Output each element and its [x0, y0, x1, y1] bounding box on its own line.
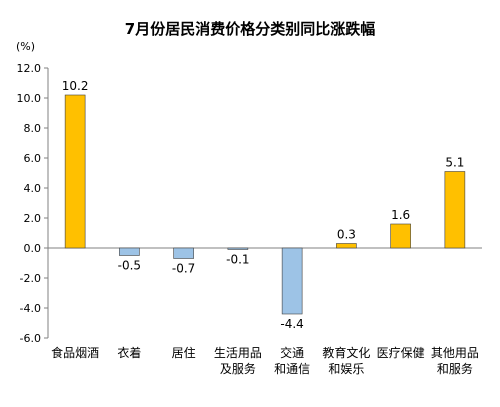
x-tick-label: 衣着 [117, 345, 141, 360]
x-tick-label: 教育文化 [322, 345, 370, 360]
x-tick-label: 和娱乐 [328, 362, 364, 376]
bar [390, 223, 411, 249]
bar [336, 243, 357, 249]
x-tick-label: 医疗保健 [377, 346, 425, 360]
y-tick-label: 8.0 [24, 122, 42, 135]
chart-title: 7月份居民消费价格分类别同比涨跌幅 [124, 20, 376, 38]
x-tick-label: 生活用品 [214, 346, 262, 360]
y-tick-label: -2.0 [20, 272, 41, 285]
value-label: -0.5 [118, 259, 141, 273]
value-label: 10.2 [62, 79, 89, 93]
bar [64, 94, 86, 249]
y-tick-label: 6.0 [24, 152, 42, 165]
y-tick-label: 2.0 [24, 212, 42, 225]
y-tick-label: 0.0 [24, 242, 42, 255]
bar [173, 247, 194, 259]
y-tick-label: -4.0 [20, 302, 41, 315]
y-axis-unit: (%) [16, 40, 36, 53]
bar [119, 247, 140, 256]
value-label: 1.6 [391, 208, 410, 222]
x-tick-label: 居住 [172, 346, 196, 360]
x-tick-label: 和通信 [274, 362, 310, 376]
bar [281, 247, 303, 315]
x-tick-label: 其他用品 [431, 346, 479, 360]
value-label: 0.3 [337, 228, 356, 242]
y-tick-label: 10.0 [17, 92, 42, 105]
x-tick-label: 及服务 [220, 361, 256, 376]
y-tick-label: 4.0 [24, 182, 42, 195]
y-tick-label: 12.0 [17, 62, 42, 75]
x-tick-label: 交通 [280, 345, 304, 360]
bar [444, 171, 466, 249]
value-label: 5.1 [445, 156, 464, 170]
value-label: -0.1 [226, 253, 249, 267]
value-label: -4.4 [280, 317, 303, 331]
x-tick-label: 和服务 [437, 361, 473, 376]
value-label: -0.7 [172, 262, 195, 276]
y-tick-label: -6.0 [20, 332, 41, 345]
x-tick-label: 食品烟酒 [51, 345, 99, 360]
bar [227, 247, 249, 250]
